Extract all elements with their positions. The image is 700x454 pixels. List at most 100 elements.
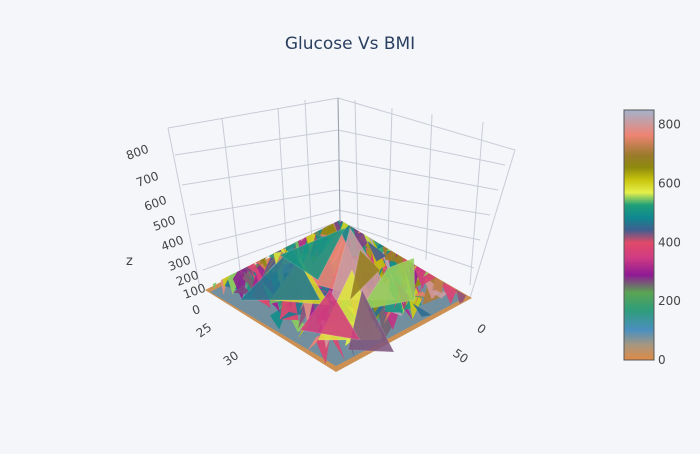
surface-facet bbox=[214, 258, 234, 278]
surface-facet bbox=[224, 232, 244, 270]
grid-line bbox=[277, 107, 288, 256]
surface-facet bbox=[451, 265, 470, 284]
surface-facet bbox=[320, 220, 340, 221]
surface-facet bbox=[233, 246, 253, 263]
surface-facet bbox=[320, 220, 339, 225]
y-axis-ticks: 25 30 bbox=[194, 320, 242, 368]
x-tick-label: 0 bbox=[474, 321, 488, 337]
surface-facet bbox=[321, 187, 340, 220]
x-axis-ticks: 050 bbox=[450, 321, 488, 366]
z-tick-label: 0 bbox=[190, 302, 202, 318]
surface-facet bbox=[441, 263, 461, 284]
z-tick-label: 700 bbox=[134, 169, 160, 190]
x-tick-label: 50 bbox=[450, 346, 471, 366]
surface-peak bbox=[358, 257, 416, 311]
surface-facet bbox=[432, 257, 452, 268]
grid-line bbox=[387, 107, 393, 243]
colorbar-tick-label: 0 bbox=[658, 353, 666, 367]
surface-mesh bbox=[205, 172, 472, 372]
surface-peak bbox=[238, 247, 321, 301]
surface-facet bbox=[432, 230, 452, 294]
surface-facet bbox=[340, 172, 359, 206]
grid-line bbox=[167, 97, 339, 129]
surface-facet bbox=[214, 236, 234, 271]
z-axis-title: z bbox=[126, 254, 133, 269]
surface-facet bbox=[223, 242, 243, 251]
surface-facet bbox=[253, 201, 272, 218]
surface-peak bbox=[349, 248, 381, 302]
surface-facet bbox=[311, 199, 330, 204]
grid-line bbox=[221, 117, 241, 271]
surface-facet bbox=[311, 220, 330, 229]
surface-peak bbox=[347, 288, 395, 353]
surface-facet bbox=[367, 220, 387, 224]
y-tick-label: 25 bbox=[194, 320, 215, 340]
z-tick-label: 600 bbox=[142, 193, 168, 214]
surface-facet bbox=[262, 220, 282, 243]
surface-facet bbox=[272, 220, 292, 239]
surface-facet bbox=[329, 220, 349, 223]
grid-line bbox=[337, 97, 516, 151]
surface-facet bbox=[233, 220, 253, 242]
surface-facet bbox=[291, 220, 310, 242]
surface-facet bbox=[376, 220, 396, 233]
grid-line bbox=[174, 129, 339, 156]
surface-peak bbox=[299, 289, 361, 341]
surface-facet bbox=[253, 229, 273, 255]
surface-facet bbox=[233, 285, 253, 295]
surface-facet bbox=[413, 228, 433, 266]
grid-line bbox=[337, 221, 475, 269]
surface-facet bbox=[271, 220, 291, 236]
surface-facet bbox=[367, 240, 387, 262]
surface-facet bbox=[385, 247, 405, 265]
colorbar-ticks: 800 600 400 200 0 bbox=[658, 118, 681, 367]
surface-facet bbox=[205, 254, 224, 277]
colorbar-tick-label: 400 bbox=[658, 235, 681, 249]
grid-line bbox=[181, 159, 339, 186]
grid-line bbox=[354, 99, 359, 231]
surface-facet bbox=[376, 220, 396, 250]
axis-grid bbox=[167, 97, 516, 299]
z-tick-label: 800 bbox=[124, 142, 150, 163]
colorbar-tick-label: 200 bbox=[658, 294, 681, 308]
grid-line bbox=[167, 127, 201, 289]
surface-facet bbox=[279, 311, 299, 321]
chart-title: Glucose Vs BMI bbox=[284, 34, 416, 54]
surface-facet bbox=[272, 220, 292, 237]
surface-facet bbox=[243, 221, 263, 263]
colorbar-tick-label: 600 bbox=[658, 177, 681, 191]
surface-facet bbox=[349, 196, 368, 219]
surface-facet bbox=[383, 292, 403, 324]
surface-facet bbox=[291, 220, 311, 234]
grid-line bbox=[337, 159, 499, 191]
grid-line bbox=[337, 189, 491, 216]
surface-facet bbox=[412, 303, 432, 317]
grid-line bbox=[469, 149, 516, 299]
surface-facet bbox=[329, 215, 348, 219]
grid-line bbox=[304, 99, 313, 246]
z-tick-label: 400 bbox=[159, 233, 185, 254]
z-tick-label: 500 bbox=[151, 213, 177, 234]
grid-line bbox=[337, 129, 506, 166]
colorbar[interactable]: 800 600 400 200 0 bbox=[623, 109, 681, 367]
grid-line bbox=[337, 209, 481, 241]
colorbar-gradient bbox=[623, 109, 655, 361]
surface-facet bbox=[395, 220, 415, 259]
grid-line bbox=[337, 97, 341, 221]
surface-facet bbox=[311, 176, 330, 218]
grid-line bbox=[469, 121, 484, 286]
y-tick-label: 30 bbox=[221, 348, 242, 368]
surface-facet bbox=[243, 238, 263, 257]
surface-peak bbox=[278, 227, 347, 281]
grid-line bbox=[189, 189, 339, 216]
surface-facet bbox=[320, 220, 340, 221]
grid-line bbox=[197, 209, 339, 246]
grid-line bbox=[202, 221, 339, 271]
grid-line bbox=[425, 113, 433, 261]
surface-facet bbox=[252, 257, 272, 277]
surface-facet bbox=[340, 175, 359, 202]
colorbar-tick-label: 800 bbox=[658, 118, 681, 132]
